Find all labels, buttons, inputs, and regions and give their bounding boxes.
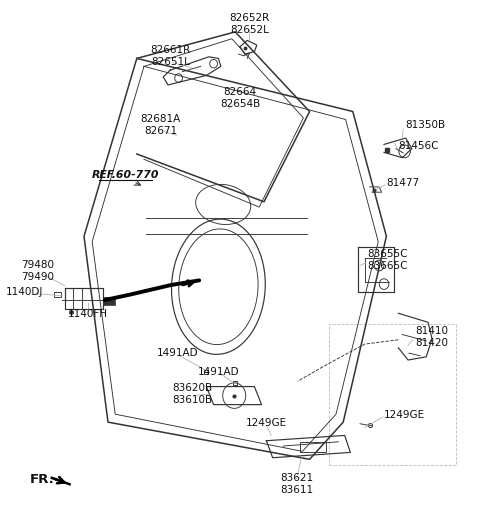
Text: 83621
83611: 83621 83611 (280, 473, 313, 495)
Text: 81456C: 81456C (398, 141, 439, 151)
Text: 82652R
82652L: 82652R 82652L (229, 13, 270, 35)
FancyBboxPatch shape (103, 297, 115, 305)
Text: 81350B: 81350B (406, 120, 446, 130)
Bar (300, 442, 326, 452)
Text: 82661R
82651L: 82661R 82651L (150, 45, 191, 67)
Text: 1140FH: 1140FH (67, 310, 108, 319)
Text: 82664
82654B: 82664 82654B (220, 87, 260, 109)
Text: 83620B
83610B: 83620B 83610B (172, 383, 212, 405)
Text: 83655C
83665C: 83655C 83665C (367, 249, 408, 271)
Text: 1249GE: 1249GE (246, 418, 287, 428)
Text: 82681A
82671: 82681A 82671 (141, 114, 181, 136)
Text: 1491AD: 1491AD (157, 348, 198, 358)
Text: FR.: FR. (30, 473, 55, 486)
Text: REF.60-770: REF.60-770 (92, 170, 159, 180)
Text: 1491AD: 1491AD (198, 367, 239, 376)
Text: 81410
81420: 81410 81420 (415, 326, 448, 348)
Text: 81477: 81477 (386, 178, 420, 188)
Bar (329, 324, 456, 465)
Text: 79480
79490: 79480 79490 (21, 260, 54, 282)
Text: 1140DJ: 1140DJ (6, 287, 44, 297)
Text: 1249GE: 1249GE (384, 410, 425, 420)
